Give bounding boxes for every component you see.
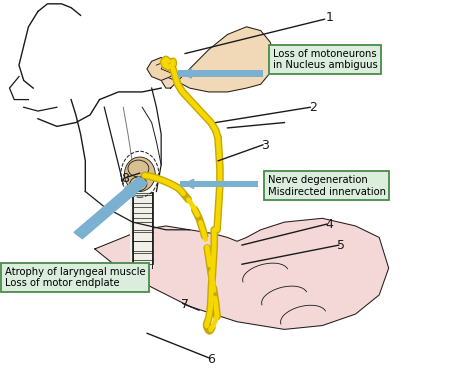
FancyBboxPatch shape xyxy=(180,181,258,187)
Polygon shape xyxy=(147,57,175,80)
FancyBboxPatch shape xyxy=(178,70,263,77)
Text: 6: 6 xyxy=(207,353,215,366)
Text: 3: 3 xyxy=(262,139,269,152)
Text: 7: 7 xyxy=(181,298,189,311)
Text: Nerve degeneration
Misdirected innervation: Nerve degeneration Misdirected innervati… xyxy=(268,175,386,196)
Text: 2: 2 xyxy=(309,101,317,114)
Polygon shape xyxy=(74,177,147,239)
Text: Atrophy of laryngeal muscle
Loss of motor endplate: Atrophy of laryngeal muscle Loss of moto… xyxy=(5,267,146,288)
Ellipse shape xyxy=(124,157,155,192)
Text: 8: 8 xyxy=(122,172,129,185)
Text: 1: 1 xyxy=(326,11,333,24)
Polygon shape xyxy=(95,218,389,329)
FancyBboxPatch shape xyxy=(130,192,154,268)
Text: 4: 4 xyxy=(326,218,333,231)
Polygon shape xyxy=(161,27,275,92)
Text: 5: 5 xyxy=(337,239,345,252)
Text: Loss of motoneurons
in Nucleus ambiguus: Loss of motoneurons in Nucleus ambiguus xyxy=(273,49,377,70)
